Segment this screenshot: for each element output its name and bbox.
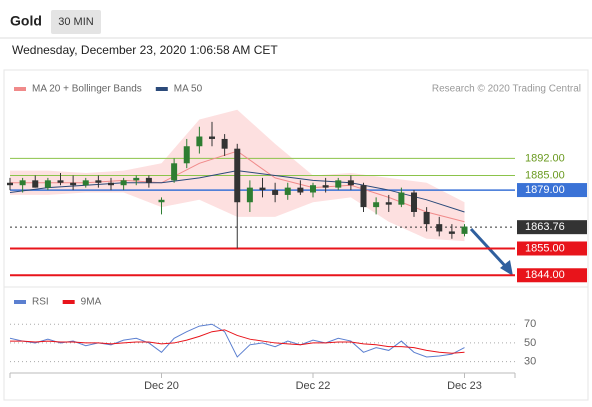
chart-frame bbox=[3, 69, 589, 401]
candle-body bbox=[196, 136, 203, 147]
candle-body bbox=[259, 187, 266, 191]
level-label: 1879.00 bbox=[525, 184, 565, 196]
candle-body bbox=[436, 224, 443, 232]
candle-body bbox=[448, 231, 455, 234]
candle-body bbox=[234, 148, 241, 203]
y-tick-label: 70 bbox=[524, 318, 536, 330]
interval-badge[interactable] bbox=[51, 10, 101, 34]
candle-body bbox=[44, 180, 51, 188]
legend-label: MA 20 + Bollinger Bands bbox=[32, 84, 142, 95]
level-label: 1855.00 bbox=[525, 242, 565, 254]
level-label: 1863.76 bbox=[525, 221, 565, 233]
indicator-line bbox=[9, 323, 465, 358]
level-label-box bbox=[517, 268, 587, 283]
candle-body bbox=[297, 187, 304, 193]
candle-body bbox=[82, 180, 89, 186]
candle-body bbox=[209, 136, 215, 139]
y-tick-label: 50 bbox=[524, 337, 536, 349]
legend-label: 9MA bbox=[81, 297, 102, 308]
legend-swatch bbox=[155, 87, 168, 91]
candle-body bbox=[322, 185, 329, 188]
legend-swatch bbox=[14, 87, 26, 91]
level-label-box bbox=[517, 220, 587, 235]
candle-body bbox=[398, 192, 405, 205]
candle-body bbox=[145, 177, 152, 183]
candle-body bbox=[272, 190, 279, 195]
candle-body bbox=[411, 192, 417, 212]
indicator-line bbox=[10, 329, 465, 354]
level-label: 1885.00 bbox=[525, 169, 565, 181]
candle-body bbox=[183, 146, 190, 164]
source: Research © 2020 Trading Central bbox=[432, 84, 581, 95]
candle-body bbox=[310, 185, 316, 193]
candle-body bbox=[158, 199, 165, 203]
y-tick-label: 30 bbox=[524, 356, 536, 368]
interval-label[interactable]: 30 MIN bbox=[58, 16, 94, 28]
level-label: 1844.00 bbox=[525, 269, 565, 281]
legend-label: MA 50 bbox=[174, 84, 203, 95]
candle-body bbox=[347, 180, 354, 186]
legend-swatch bbox=[62, 300, 75, 304]
candle-body bbox=[171, 163, 178, 181]
candle-body bbox=[57, 180, 64, 183]
level-label-box bbox=[517, 183, 587, 198]
candle-body bbox=[120, 180, 127, 186]
level-label: 1892.00 bbox=[525, 152, 565, 164]
candle-body bbox=[284, 187, 291, 195]
candle-body bbox=[246, 187, 253, 203]
candle-body bbox=[221, 138, 228, 149]
candle-body bbox=[70, 182, 77, 186]
candle-body bbox=[108, 182, 114, 186]
candle-body bbox=[7, 182, 13, 186]
timestamp: Wednesday, December 23, 2020 1:06:58 AM … bbox=[12, 43, 278, 57]
x-tick-label: Dec 22 bbox=[296, 380, 331, 392]
forecast-arrow-head bbox=[500, 260, 513, 276]
candle-body bbox=[385, 202, 392, 205]
candle-body bbox=[423, 211, 430, 225]
level-label-box bbox=[517, 241, 587, 256]
candle-body bbox=[19, 180, 26, 186]
legend-label: RSI bbox=[32, 297, 49, 308]
candle-body bbox=[133, 177, 140, 181]
candle-body bbox=[32, 180, 39, 188]
legend-swatch bbox=[14, 300, 26, 304]
candle-body bbox=[461, 226, 468, 234]
x-tick-label: Dec 20 bbox=[144, 380, 179, 392]
candle-body bbox=[95, 180, 102, 183]
candle-body bbox=[373, 202, 380, 208]
instrument-title: Gold bbox=[10, 13, 42, 29]
x-tick-label: Dec 23 bbox=[447, 380, 482, 392]
candle-body bbox=[360, 185, 367, 208]
candle-body bbox=[335, 180, 342, 188]
